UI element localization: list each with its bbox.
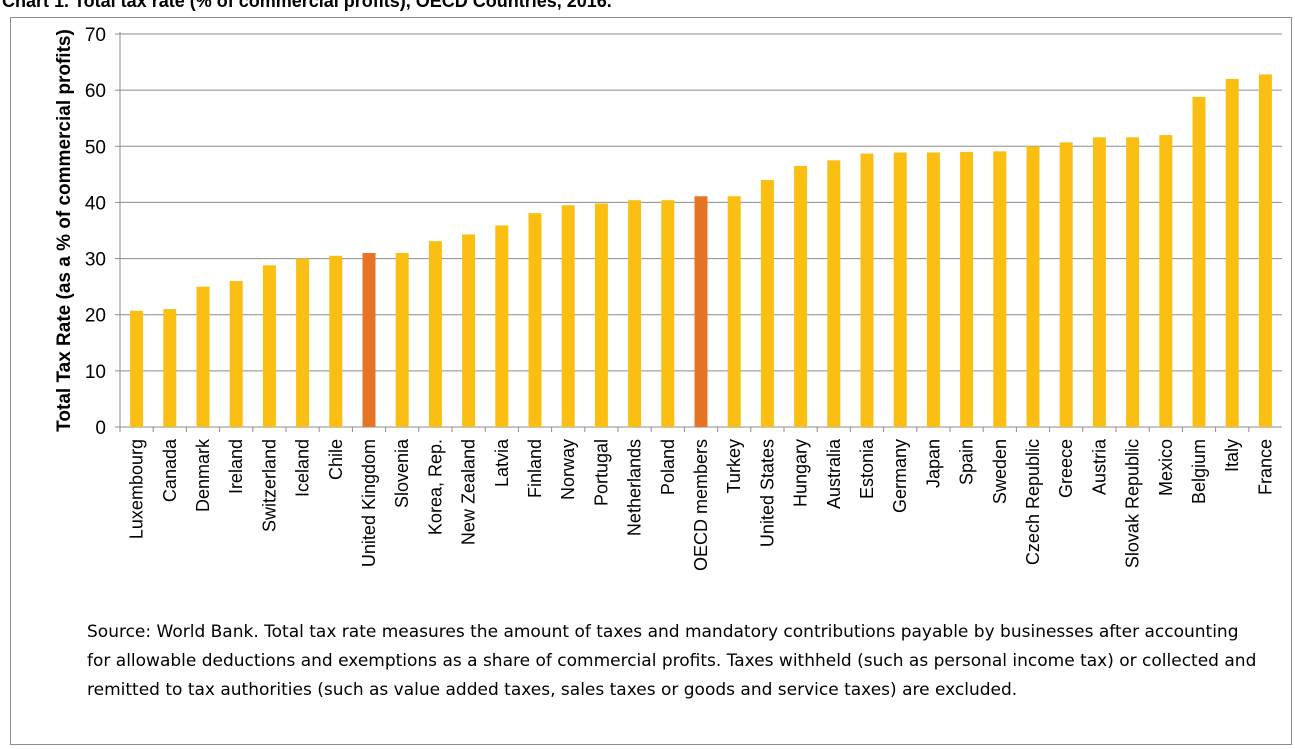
bar: [262, 265, 276, 427]
x-tick-label: Chile: [326, 439, 346, 480]
bar: [594, 203, 608, 427]
bar: [1026, 146, 1040, 428]
x-tick-label: Iceland: [293, 439, 313, 497]
bar: [561, 205, 575, 427]
x-tick-label: Norway: [558, 439, 578, 500]
bar: [329, 255, 343, 427]
bar: [229, 281, 243, 427]
x-tick-label: New Zealand: [459, 439, 479, 545]
y-tick-label: 50: [85, 137, 106, 158]
bar: [362, 252, 376, 427]
x-tick-label: Luxembourg: [127, 439, 147, 539]
x-tick-label: Switzerland: [259, 439, 279, 532]
chart-title: Chart 1. Total tax rate (% of commercial…: [2, 0, 612, 11]
bar: [993, 151, 1007, 428]
bar: [528, 213, 542, 427]
bar: [1192, 96, 1206, 427]
bar: [893, 152, 907, 427]
x-tick-label: United Kingdom: [359, 439, 379, 567]
y-axis-title: Total Tax Rate (as a % of commercial pro…: [54, 29, 75, 432]
bar: [1225, 78, 1239, 428]
y-tick-label: 30: [85, 250, 106, 271]
bar: [827, 160, 841, 428]
bar: [794, 165, 808, 427]
x-tick-label: OECD members: [691, 439, 711, 571]
x-tick-label: Canada: [160, 438, 180, 502]
x-tick-label: Japan: [923, 439, 943, 488]
bar: [462, 234, 476, 427]
bar: [1092, 137, 1106, 427]
bar: [163, 309, 177, 427]
x-tick-label: Slovenia: [392, 438, 412, 508]
y-tick-label: 60: [85, 81, 106, 102]
x-tick-label: Germany: [890, 439, 910, 513]
bar: [428, 241, 442, 427]
x-tick-label: Italy: [1222, 439, 1242, 472]
x-tick-label: Ireland: [226, 439, 246, 494]
bar: [296, 258, 310, 427]
bar: [395, 252, 409, 427]
x-tick-label: Sweden: [990, 439, 1010, 504]
x-tick-label: Denmark: [193, 438, 213, 512]
x-tick-label: Korea, Rep.: [425, 439, 445, 535]
bar: [760, 179, 774, 427]
x-tick-label: France: [1255, 439, 1275, 495]
y-tick-label: 70: [85, 25, 106, 46]
bar: [628, 200, 642, 427]
y-tick-label: 0: [95, 418, 106, 439]
x-tick-label: Mexico: [1156, 439, 1176, 496]
bar: [860, 153, 874, 427]
bar: [727, 196, 741, 427]
x-tick-label: Australia: [824, 438, 844, 509]
x-tick-label: Finland: [525, 439, 545, 498]
y-tick-label: 20: [85, 306, 106, 327]
bar: [694, 196, 708, 427]
bar: [1059, 142, 1073, 427]
x-tick-label: Netherlands: [625, 439, 645, 536]
x-tick-label: Poland: [658, 439, 678, 495]
y-tick-label: 40: [85, 193, 106, 214]
x-tick-label: Portugal: [591, 439, 611, 506]
x-tick-label: Estonia: [857, 438, 877, 499]
x-tick-label: Slovak Republic: [1123, 439, 1143, 568]
bar: [1126, 137, 1140, 427]
bar: [661, 200, 675, 427]
bar: [926, 152, 940, 427]
x-tick-label: Latvia: [492, 438, 512, 487]
x-tick-label: Czech Republic: [1023, 439, 1043, 565]
bar: [196, 286, 210, 427]
bar: [960, 151, 974, 427]
x-tick-label: Belgium: [1189, 439, 1209, 504]
y-tick-label: 10: [85, 362, 106, 383]
x-tick-label: Hungary: [791, 439, 811, 507]
chart-frame: [10, 17, 1292, 745]
bar: [1159, 135, 1173, 428]
x-tick-label: Spain: [957, 439, 977, 485]
x-tick-label: Greece: [1056, 439, 1076, 498]
x-tick-label: Austria: [1089, 438, 1109, 495]
x-tick-label: Turkey: [724, 439, 744, 493]
x-tick-label: United States: [757, 439, 777, 547]
source-caption: Source: World Bank. Total tax rate measu…: [87, 622, 1257, 700]
bar: [495, 225, 509, 427]
bar: [1258, 74, 1272, 428]
bar: [130, 310, 144, 427]
